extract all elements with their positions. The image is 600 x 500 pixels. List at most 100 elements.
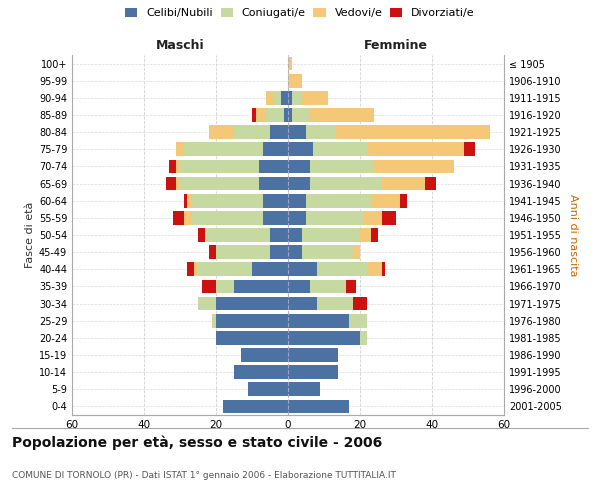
Text: Popolazione per età, sesso e stato civile - 2006: Popolazione per età, sesso e stato civil… bbox=[12, 436, 382, 450]
Bar bbox=[252, 108, 256, 122]
Bar bbox=[263, 142, 288, 156]
Bar bbox=[292, 91, 302, 104]
Bar bbox=[288, 296, 317, 310]
Bar bbox=[234, 126, 270, 139]
Bar bbox=[335, 126, 490, 139]
Bar bbox=[216, 280, 234, 293]
Bar bbox=[288, 331, 360, 344]
Bar bbox=[180, 176, 259, 190]
Bar bbox=[360, 228, 371, 242]
Bar bbox=[176, 176, 180, 190]
Bar bbox=[176, 160, 180, 173]
Bar bbox=[288, 400, 349, 413]
Bar bbox=[288, 314, 349, 328]
Bar bbox=[169, 160, 176, 173]
Bar bbox=[263, 211, 288, 224]
Y-axis label: Fasce di età: Fasce di età bbox=[25, 202, 35, 268]
Bar bbox=[306, 194, 371, 207]
Bar bbox=[302, 246, 353, 259]
Bar bbox=[302, 91, 328, 104]
Bar bbox=[292, 108, 310, 122]
Bar bbox=[274, 91, 281, 104]
Bar bbox=[346, 280, 356, 293]
Bar bbox=[281, 91, 288, 104]
Bar bbox=[371, 194, 400, 207]
Bar bbox=[194, 262, 198, 276]
Bar bbox=[184, 142, 263, 156]
Bar bbox=[216, 246, 270, 259]
Bar bbox=[216, 314, 288, 328]
Bar bbox=[198, 262, 252, 276]
Bar bbox=[234, 280, 288, 293]
Bar bbox=[382, 176, 425, 190]
Bar bbox=[382, 262, 385, 276]
Bar bbox=[288, 56, 292, 70]
Bar bbox=[288, 126, 306, 139]
Bar bbox=[191, 211, 263, 224]
Bar bbox=[187, 262, 194, 276]
Bar bbox=[223, 400, 288, 413]
Text: Femmine: Femmine bbox=[364, 38, 428, 52]
Text: COMUNE DI TORNOLO (PR) - Dati ISTAT 1° gennaio 2006 - Elaborazione TUTTITALIA.IT: COMUNE DI TORNOLO (PR) - Dati ISTAT 1° g… bbox=[12, 470, 396, 480]
Bar bbox=[364, 211, 382, 224]
Bar bbox=[198, 296, 216, 310]
Bar bbox=[371, 228, 378, 242]
Bar bbox=[259, 160, 288, 173]
Bar bbox=[288, 262, 317, 276]
Bar bbox=[270, 228, 288, 242]
Bar bbox=[241, 348, 288, 362]
Bar bbox=[425, 176, 436, 190]
Bar bbox=[310, 160, 374, 173]
Bar bbox=[353, 296, 367, 310]
Bar bbox=[288, 366, 338, 379]
Bar bbox=[205, 228, 270, 242]
Bar bbox=[288, 246, 302, 259]
Bar bbox=[288, 382, 320, 396]
Bar bbox=[216, 331, 288, 344]
Bar bbox=[367, 262, 382, 276]
Bar bbox=[288, 211, 306, 224]
Bar bbox=[184, 211, 191, 224]
Bar bbox=[302, 228, 360, 242]
Bar bbox=[266, 91, 274, 104]
Bar bbox=[256, 108, 266, 122]
Bar bbox=[464, 142, 475, 156]
Bar bbox=[266, 108, 284, 122]
Bar bbox=[288, 348, 338, 362]
Bar bbox=[306, 126, 335, 139]
Bar bbox=[367, 142, 464, 156]
Bar bbox=[173, 211, 184, 224]
Bar bbox=[263, 194, 288, 207]
Y-axis label: Anni di nascita: Anni di nascita bbox=[568, 194, 578, 276]
Bar bbox=[212, 314, 216, 328]
Bar bbox=[288, 194, 306, 207]
Bar bbox=[288, 160, 310, 173]
Bar bbox=[202, 280, 216, 293]
Bar bbox=[270, 126, 288, 139]
Bar bbox=[191, 194, 263, 207]
Bar bbox=[284, 108, 288, 122]
Bar bbox=[349, 314, 367, 328]
Bar bbox=[400, 194, 407, 207]
Bar bbox=[310, 176, 382, 190]
Bar bbox=[198, 228, 205, 242]
Bar bbox=[184, 194, 187, 207]
Bar bbox=[234, 366, 288, 379]
Bar bbox=[317, 262, 367, 276]
Bar bbox=[288, 228, 302, 242]
Bar bbox=[252, 262, 288, 276]
Bar bbox=[180, 160, 259, 173]
Bar bbox=[288, 74, 302, 88]
Bar bbox=[306, 211, 364, 224]
Bar bbox=[374, 160, 454, 173]
Bar bbox=[270, 246, 288, 259]
Bar bbox=[187, 194, 191, 207]
Bar bbox=[176, 142, 184, 156]
Bar bbox=[310, 108, 374, 122]
Bar bbox=[248, 382, 288, 396]
Bar bbox=[382, 211, 396, 224]
Bar bbox=[209, 126, 234, 139]
Text: Maschi: Maschi bbox=[155, 38, 205, 52]
Bar bbox=[288, 176, 310, 190]
Bar bbox=[353, 246, 360, 259]
